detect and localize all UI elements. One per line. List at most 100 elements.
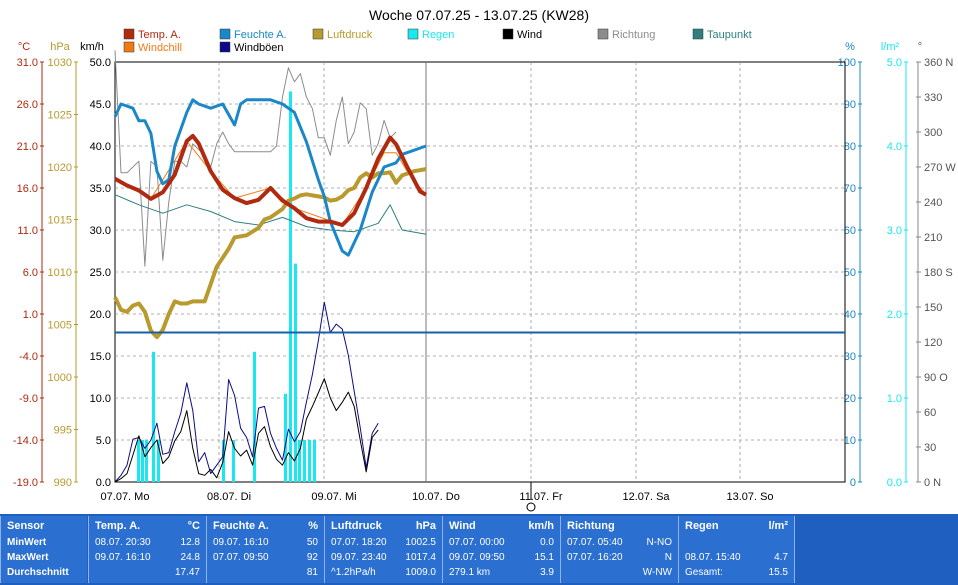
rain-bar bbox=[141, 440, 144, 482]
rain-bar bbox=[137, 440, 140, 482]
hpa-tick-label: 1030 bbox=[48, 57, 72, 69]
rain-bar bbox=[289, 91, 292, 483]
feuchte-min-value: 50 bbox=[306, 537, 318, 548]
header-feuchte: Feuchte A. bbox=[213, 520, 269, 532]
percent-tick-label: 0 bbox=[850, 477, 856, 489]
header-luftdruck-unit: hPa bbox=[415, 520, 436, 532]
legend-label-windboeen: Windböen bbox=[234, 42, 284, 54]
luftdruck-min-time: 07.07. 18:20 bbox=[331, 537, 387, 548]
percent-tick-label: 100 bbox=[838, 57, 856, 69]
temp-tick-label: 16.0 bbox=[17, 183, 38, 195]
rain-tick-label: 2.0 bbox=[887, 309, 902, 321]
luftdruck-min-value: 1002.5 bbox=[405, 537, 436, 548]
rain-tick-label: 5.0 bbox=[887, 57, 902, 69]
percent-tick-label: 10 bbox=[844, 435, 856, 447]
percent-tick-label: 40 bbox=[844, 309, 856, 321]
feuchte-max-time: 07.07. 09:50 bbox=[213, 552, 269, 563]
temp-min-value: 12.8 bbox=[180, 537, 200, 548]
richtung-avg-value: W-NW bbox=[642, 567, 672, 578]
moon-icon bbox=[526, 502, 536, 512]
legend-label-windchill: Windchill bbox=[138, 42, 182, 54]
percent-tick-label: 80 bbox=[844, 141, 856, 153]
temp-tick-label: 6.0 bbox=[23, 267, 38, 279]
luftdruck-trend: ^1.2hPa/h bbox=[331, 567, 376, 578]
hpa-tick-label: 1025 bbox=[48, 110, 72, 122]
kmh-tick-label: 40.0 bbox=[90, 141, 111, 153]
rain-bar bbox=[313, 440, 316, 482]
rain-bar bbox=[298, 440, 301, 482]
regen-max-time: 08.07. 15:40 bbox=[685, 552, 741, 563]
panel-richtung: Richtung 07.07. 05:40 N-NO 07.07. 16:20 N … bbox=[560, 516, 678, 583]
percent-tick-label: 90 bbox=[844, 99, 856, 111]
dir-tick-label: 270 W bbox=[924, 162, 956, 174]
feuchte-max-value: 92 bbox=[306, 552, 318, 563]
dir-tick-label: 0 N bbox=[924, 477, 941, 489]
axis-unit-rain: l/m² bbox=[881, 41, 900, 53]
temp-tick-label: 31.0 bbox=[17, 57, 38, 69]
dir-tick-label: 150 bbox=[924, 302, 942, 314]
dir-tick-label: 30 bbox=[924, 442, 936, 454]
temp-tick-label: -14.0 bbox=[13, 435, 38, 447]
chart-grid bbox=[114, 61, 846, 483]
richtung-max-value: N bbox=[664, 552, 672, 563]
series-taupunkt bbox=[114, 194, 427, 235]
row-label-max: MaxWert bbox=[7, 552, 49, 563]
rain-tick-label: 3.0 bbox=[887, 225, 902, 237]
legend-label-taupunkt: Taupunkt bbox=[707, 29, 752, 41]
axis-unit-percent: % bbox=[845, 41, 855, 53]
temp-max-time: 09.07. 16:10 bbox=[95, 552, 151, 563]
x-tick-label: 10.07. Do bbox=[412, 491, 460, 503]
row-label-min: MinWert bbox=[7, 537, 47, 548]
richtung-min-time: 07.07. 05:40 bbox=[567, 537, 623, 548]
legend-swatch-taupunkt bbox=[692, 28, 704, 40]
kmh-tick-label: 25.0 bbox=[90, 267, 111, 279]
dir-tick-label: 90 O bbox=[924, 372, 948, 384]
dir-tick-label: 210 bbox=[924, 232, 942, 244]
header-wind-unit: km/h bbox=[528, 520, 554, 532]
percent-tick-label: 60 bbox=[844, 225, 856, 237]
dir-tick-label: 60 bbox=[924, 407, 936, 419]
axis-unit-kmh: km/h bbox=[80, 41, 104, 53]
legend-swatch-regen bbox=[407, 28, 419, 40]
hpa-tick-label: 1010 bbox=[48, 267, 72, 279]
rain-tick-label: 1.0 bbox=[887, 393, 902, 405]
header-luftdruck: Luftdruck bbox=[331, 520, 382, 532]
temp-min-time: 08.07. 20:30 bbox=[95, 537, 151, 548]
rain-bar bbox=[145, 440, 148, 482]
panel-sensor: Sensor MinWert MaxWert Durchschnitt bbox=[0, 516, 87, 583]
percent-tick-label: 50 bbox=[844, 267, 856, 279]
x-tick-label: 07.07. Mo bbox=[101, 491, 150, 503]
wind-avg-value: 3.9 bbox=[540, 567, 554, 578]
x-tick-label: 13.07. So bbox=[726, 491, 773, 503]
kmh-tick-label: 10.0 bbox=[90, 393, 111, 405]
legend-swatch-temp bbox=[123, 28, 135, 40]
series-windboeen bbox=[114, 301, 379, 483]
axis-unit-hpa: hPa bbox=[50, 41, 70, 53]
x-tick-label: 12.07. Sa bbox=[622, 491, 670, 503]
temp-tick-label: 26.0 bbox=[17, 99, 38, 111]
panel-temp: Temp. A. °C 08.07. 20:30 12.8 09.07. 16:10… bbox=[88, 516, 206, 583]
percent-tick-label: 70 bbox=[844, 183, 856, 195]
feuchte-min-time: 09.07. 16:10 bbox=[213, 537, 269, 548]
wind-min-time: 07.07. 00:00 bbox=[449, 537, 505, 548]
legend-label-temp: Temp. A. bbox=[138, 29, 181, 41]
kmh-tick-label: 35.0 bbox=[90, 183, 111, 195]
regen-total-label: Gesamt: bbox=[685, 567, 723, 578]
hpa-tick-label: 995 bbox=[54, 425, 72, 437]
rain-bar bbox=[284, 393, 287, 482]
regen-max-value: 4.7 bbox=[774, 552, 788, 563]
richtung-max-time: 07.07. 16:20 bbox=[567, 552, 623, 563]
x-axis-labels: 07.07. Mo 08.07. Di 09.07. Mi 10.07. Do 11.0… bbox=[101, 482, 774, 512]
series-temp bbox=[114, 133, 427, 227]
series-wind bbox=[114, 378, 379, 483]
legend-label-richtung: Richtung bbox=[612, 29, 655, 41]
header-temp-unit: °C bbox=[187, 520, 200, 532]
luftdruck-max-time: 09.07. 23:40 bbox=[331, 552, 387, 563]
legend-label-wind: Wind bbox=[517, 29, 542, 41]
axis-unit-dir: ° bbox=[918, 41, 922, 53]
header-regen: Regen bbox=[685, 520, 719, 532]
x-tick-label: 09.07. Mi bbox=[311, 491, 356, 503]
rain-tick-label: 0.0 bbox=[887, 477, 902, 489]
header-richtung: Richtung bbox=[567, 520, 615, 532]
series-richtung bbox=[114, 50, 397, 267]
